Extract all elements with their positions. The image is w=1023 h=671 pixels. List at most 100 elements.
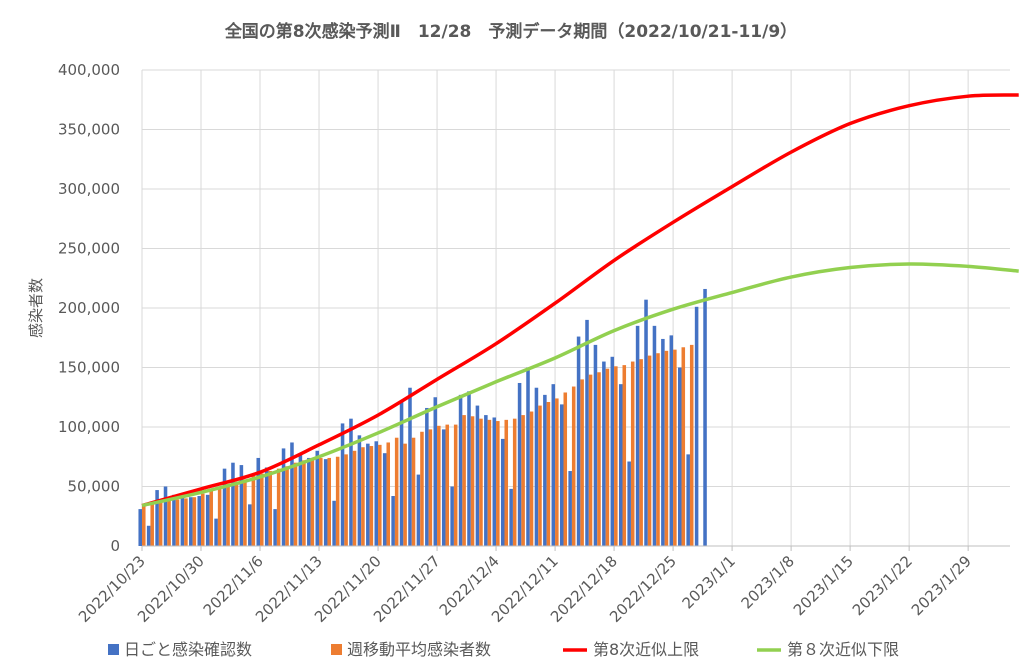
weekly-average-bar [437,425,441,546]
daily-case-bar [475,405,480,546]
daily-case-bar [677,367,682,546]
daily-case-bar [467,391,471,546]
weekly-average-bar [546,402,551,546]
weekly-average-bar [260,473,264,546]
daily-case-bar [441,429,446,546]
weekly-average-bar [588,374,593,546]
legend-label: 日ごと感染確認数 [124,640,252,659]
weekly-average-bar [150,503,154,546]
weekly-average-bar [209,490,213,546]
daily-case-bar [551,384,556,546]
weekly-average-bar [234,481,239,546]
weekly-average-bar [344,454,348,546]
daily-case-bar [686,454,690,546]
weekly-average-bar [192,497,197,546]
daily-case-bar [391,496,395,546]
daily-case-bar [652,325,657,546]
weekly-average-bar [462,415,466,546]
daily-case-bar [669,335,674,546]
weekly-average-bar [597,372,601,546]
weekly-average-bar [563,392,568,546]
daily-case-bar [703,288,707,546]
daily-case-bar [340,423,345,546]
weekly-average-bar [302,460,306,546]
daily-case-bar [559,404,564,546]
weekly-average-bar [251,475,256,546]
chart-title: 全国の第8次感染予測Ⅱ 12/28 予測データ期間（2022/10/21-11/… [224,21,797,42]
daily-case-bar [661,338,665,546]
x-tick-label: 2023/1/15 [790,552,857,619]
y-tick-label: 400,000 [58,61,120,79]
weekly-average-bar [496,421,500,546]
daily-case-bar [635,325,640,546]
weekly-average-bar [538,405,542,546]
daily-case-bar [264,467,269,546]
daily-case-bar [205,494,210,546]
weekly-average-bar [529,411,534,546]
weekly-average-bar [470,416,475,546]
weekly-average-bar [639,359,643,546]
daily-case-bar [222,468,227,546]
y-tick-label: 50,000 [68,478,121,496]
daily-case-bar [315,450,320,546]
daily-case-bar [416,474,421,546]
daily-case-bar [627,461,631,546]
weekly-average-bar [167,500,171,546]
daily-case-bar [593,344,598,546]
daily-case-bar [146,525,151,546]
daily-case-bar [408,387,412,546]
weekly-average-bar [504,419,509,546]
weekly-average-bar [428,429,433,546]
daily-case-bar [644,299,648,546]
weekly-average-bar [555,398,559,546]
legend-swatch [108,644,119,655]
daily-case-bar [694,306,699,546]
daily-case-bar [526,367,530,546]
daily-case-bar [231,462,235,546]
weekly-average-bar [512,418,517,546]
weekly-average-bar [411,437,416,546]
weekly-average-bar [656,353,660,546]
x-tick-label: 2023/1/22 [849,552,916,619]
weekly-average-bar [403,443,407,546]
daily-case-bar [517,382,522,546]
weekly-average-bar [327,457,332,546]
y-tick-label: 250,000 [58,240,120,258]
daily-case-bar [450,486,454,546]
daily-case-bar [281,448,286,546]
daily-case-bar [610,356,615,546]
y-tick-label: 300,000 [58,180,120,198]
daily-case-bar [163,486,168,546]
weekly-average-bar [445,424,450,546]
daily-case-bar [155,490,159,546]
daily-case-bar [273,509,277,546]
weekly-average-bar [335,456,340,546]
y-tick-label: 150,000 [58,359,120,377]
daily-case-bar [180,496,185,546]
weekly-average-bar [479,418,483,546]
daily-case-bar [382,453,387,546]
daily-case-bar [332,500,336,546]
daily-case-bar [239,465,244,546]
daily-case-bar [543,394,547,546]
weekly-average-bar [361,447,365,546]
x-tick-label: 2023/1/29 [908,552,975,619]
daily-case-bar [576,336,581,546]
weekly-average-bar [378,444,382,546]
daily-case-bar [399,402,404,546]
weekly-average-bar [420,431,424,546]
weekly-average-bar [285,466,289,546]
weekly-average-bar [614,366,618,546]
daily-case-bar [248,504,252,546]
daily-case-bar [189,497,193,546]
daily-case-bar [298,454,303,546]
weekly-average-bar [319,457,323,546]
weekly-average-bar [630,361,635,546]
daily-case-bar [534,387,539,546]
bars [138,288,707,546]
weekly-average-bar [352,450,357,546]
weekly-average-bar [175,499,180,546]
daily-case-bar [290,442,294,546]
weekly-average-bar [453,424,458,546]
